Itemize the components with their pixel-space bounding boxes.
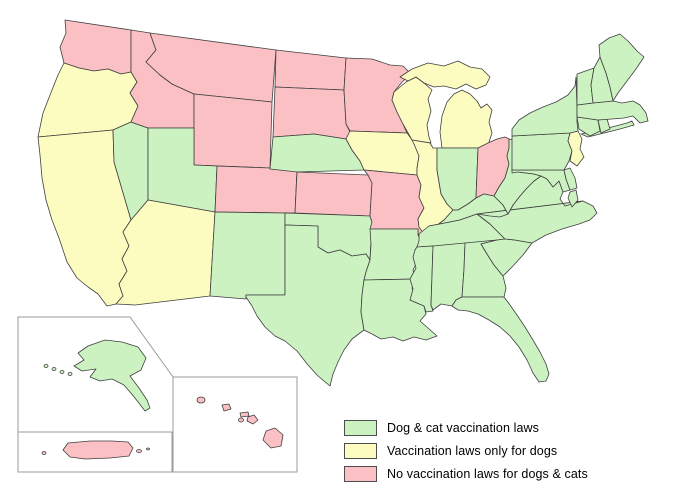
state-ak-island [43,364,49,368]
state-ak-island [51,367,57,371]
state-ma [576,100,649,124]
state-pr-island [41,451,47,455]
state-nm [209,211,286,300]
state-ak-island [59,370,65,374]
state-az [115,199,216,306]
state-tx [245,224,371,387]
state-de [563,167,578,191]
state-hi-island [238,417,244,423]
state-hi [262,427,284,449]
state-me [598,33,645,102]
state-pa [511,132,573,171]
legend-label-no-laws: No vaccination laws for dogs & cats [387,466,588,481]
legend-swatch-dogs-only-laws [344,442,377,459]
state-hi [239,411,250,418]
legend-label-dog-cat-laws: Dog & cat vaccination laws [387,420,539,435]
legend-swatch-no-laws [344,465,377,482]
state-ak [73,339,151,412]
legend-swatch-dog-cat-laws [344,419,377,436]
state-ks [294,171,373,217]
state-ak-island [67,372,73,376]
state-hi [221,403,232,412]
state-ny [511,76,579,137]
state-hi-island [196,396,206,404]
legend-row-dogs-only-laws: Vaccination laws only for dogs [344,442,588,459]
state-co [214,165,298,214]
state-wy [193,93,273,169]
state-fl [451,296,550,383]
state-sd [272,86,351,140]
state-nd [274,49,347,91]
state-nj [567,130,585,167]
states-layer [37,19,649,460]
legend-label-dogs-only-laws: Vaccination laws only for dogs [387,443,558,458]
state-hi [246,414,259,425]
state-va [567,189,579,208]
state-pr [62,440,134,460]
state-pr-island [146,447,150,451]
state-pr-island [136,449,142,453]
legend-row-no-laws: No vaccination laws for dogs & cats [344,465,588,482]
map-legend: Dog & cat vaccination laws Vaccination l… [344,419,588,488]
state-mo [363,169,426,236]
state-mt [145,32,277,103]
puerto-rico-inset-box [17,431,173,473]
legend-row-dog-cat-laws: Dog & cat vaccination laws [344,419,588,436]
state-mi [439,89,493,149]
state-mi [399,60,491,90]
hawaii-inset-box [172,376,298,473]
state-ar [363,228,422,281]
